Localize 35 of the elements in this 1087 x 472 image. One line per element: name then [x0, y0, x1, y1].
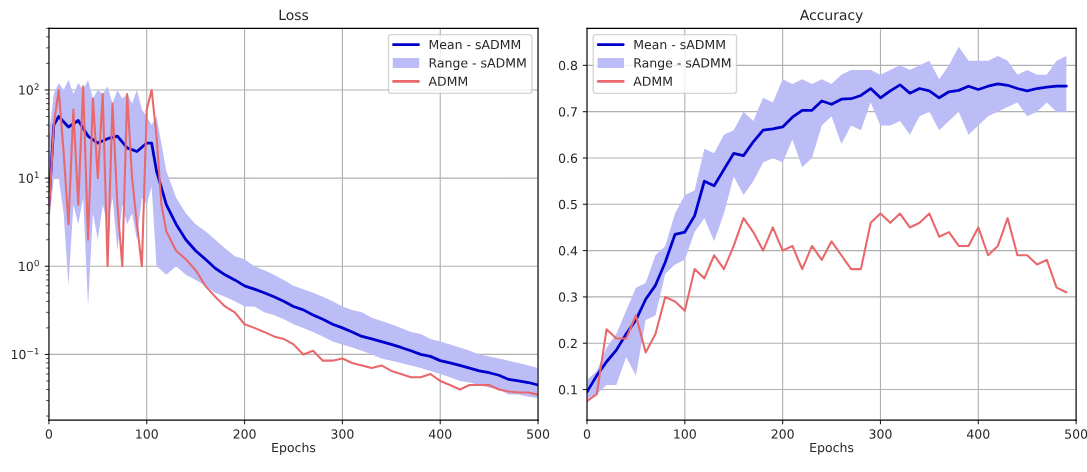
chart-title: Loss [279, 9, 309, 21]
y-tick-label: 10$^{2}$ [19, 83, 39, 95]
y-tick-label: 0.3 [558, 292, 577, 302]
legend-label: ADMM [428, 76, 468, 86]
y-tick-label: 0.6 [558, 153, 578, 163]
x-tick-label: 400 [428, 429, 452, 439]
x-tick-label: 500 [1065, 429, 1087, 439]
y-tick-label: 0.1 [558, 384, 577, 395]
chart-title: Accuracy [799, 9, 863, 23]
y-tick-label: 0.2 [558, 338, 577, 349]
x-tick-label: 200 [233, 429, 256, 439]
y-tick-label: 0.7 [558, 107, 577, 117]
x-tick-label: 100 [136, 429, 158, 439]
y-tick-label: 0.5 [558, 199, 577, 210]
legend-label: Mean - sADMM [634, 39, 725, 50]
x-tick-label: 200 [771, 429, 794, 439]
y-tick-label: 10$^{0}$ [19, 259, 39, 272]
y-tick-label: 10$^{−1}$ [11, 347, 39, 360]
x-tick-label: 100 [674, 429, 696, 439]
x-tick-label: 300 [331, 429, 354, 439]
x-axis-title: Epochs [272, 442, 316, 455]
legend-label: Range - sADMM [634, 58, 731, 71]
x-tick-label: 0 [583, 429, 591, 439]
legend-label: Mean - sADMM [429, 39, 521, 50]
y-tick-label: 10$^{1}$ [19, 171, 39, 183]
x-tick-label: 300 [869, 429, 892, 439]
x-tick-label: 500 [527, 429, 550, 439]
line-series [586, 212, 1068, 403]
x-axis-title: Epochs [810, 442, 854, 455]
y-tick-label: 0.4 [558, 246, 578, 256]
legend-label: Range - sADMM [429, 58, 526, 71]
x-tick-label: 0 [45, 429, 53, 439]
y-tick-label: 0.8 [558, 60, 578, 71]
legend-label: ADMM [633, 76, 672, 86]
x-tick-label: 400 [966, 429, 990, 439]
